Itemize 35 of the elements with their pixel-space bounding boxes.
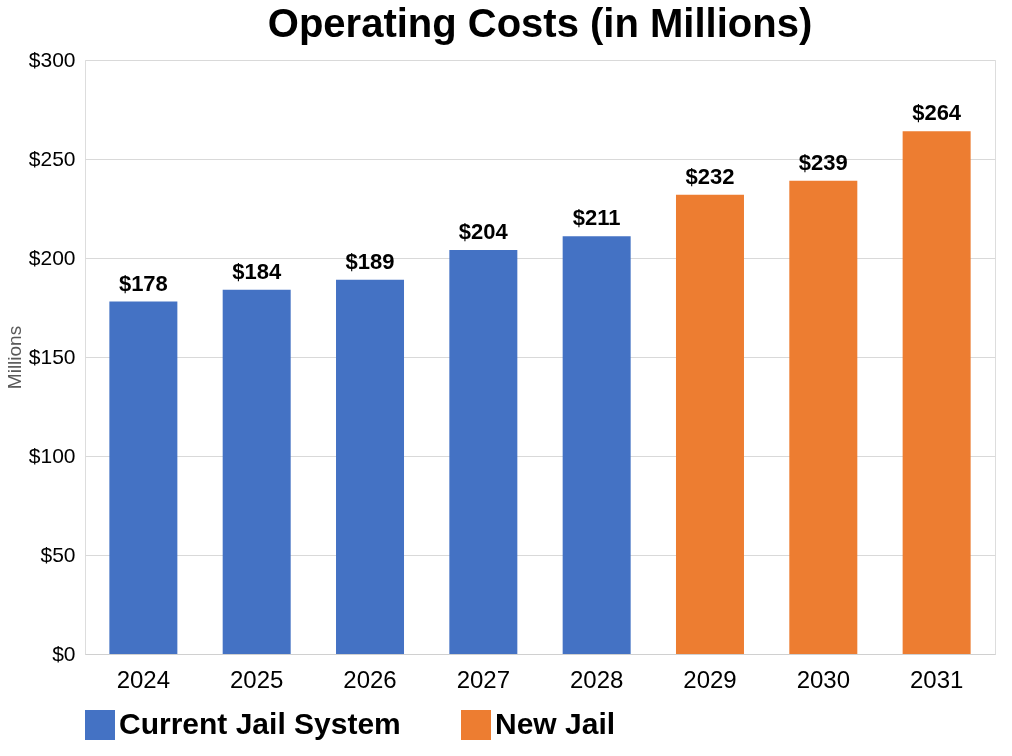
y-tick-label: $50: [40, 542, 76, 566]
x-tick-label: 2024: [116, 665, 171, 693]
chart-title: Operating Costs (in Millions): [267, 1, 813, 45]
bar: [675, 194, 744, 654]
data-label: $189: [345, 248, 395, 274]
x-tick-label: 2028: [569, 665, 624, 693]
y-tick-label: $250: [28, 146, 76, 170]
data-label: $178: [118, 270, 168, 296]
bar: [902, 131, 971, 654]
data-label: $184: [232, 258, 282, 284]
bar: [562, 236, 631, 654]
data-label: $211: [572, 205, 621, 231]
bar: [222, 289, 291, 654]
y-tick-label: $300: [28, 47, 76, 71]
x-tick-label: 2031: [909, 665, 964, 693]
y-tick-label: $150: [28, 344, 76, 368]
bar: [109, 301, 178, 654]
bar: [336, 279, 405, 654]
data-label: $239: [798, 149, 848, 175]
x-tick-label: 2030: [796, 665, 851, 693]
legend-label: Current Jail System: [119, 707, 401, 740]
x-tick-label: 2027: [456, 665, 511, 693]
y-tick-label: $200: [28, 245, 76, 269]
y-tick-label: $0: [52, 641, 76, 665]
x-tick-label: 2025: [229, 665, 284, 693]
x-tick-label: 2029: [683, 665, 737, 693]
legend-label: New Jail: [495, 707, 616, 740]
y-tick-label: $100: [28, 443, 76, 467]
bar: [449, 250, 518, 654]
x-tick-label: 2026: [343, 665, 397, 693]
data-label: $204: [458, 219, 509, 245]
data-label: $232: [685, 163, 735, 189]
data-label: $264: [912, 100, 962, 126]
bar: [789, 180, 858, 654]
y-axis-title: Millions: [3, 325, 25, 390]
